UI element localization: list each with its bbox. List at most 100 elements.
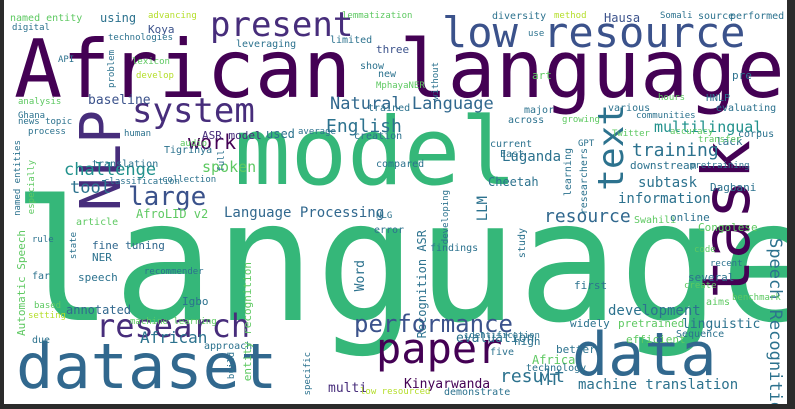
- word-researchers: researchers: [579, 148, 590, 215]
- word-technology: technology: [526, 363, 587, 374]
- word-due: due: [32, 335, 51, 346]
- word-data: data: [572, 320, 717, 390]
- word-speech: speech: [78, 271, 118, 284]
- word-especially: especially: [27, 160, 37, 215]
- word-dataset: dataset: [16, 330, 278, 403]
- word-full: full: [217, 150, 227, 172]
- word-news-topic: news topic: [18, 117, 73, 127]
- word-downstream: downstream: [630, 159, 697, 172]
- word-demonstrate: demonstrate: [444, 387, 511, 398]
- word-training: training: [632, 140, 719, 161]
- word-llm: LLM: [475, 196, 491, 222]
- word-development: development: [608, 303, 701, 319]
- word-machine-learning: machine learning: [130, 317, 217, 327]
- word-somali: Somali: [660, 11, 693, 21]
- word-tigrinya: Tigrinya: [164, 145, 213, 156]
- word-identification: identification: [464, 331, 540, 341]
- word-paper: paper: [376, 324, 503, 373]
- word-using: using: [100, 11, 137, 25]
- word-efficient: efficient: [626, 333, 686, 346]
- word-ghana: Ghana: [18, 111, 46, 121]
- word-create: create: [684, 281, 717, 291]
- word-natural-language: Natural Language: [330, 94, 494, 114]
- word-named-entities: named entities: [13, 140, 23, 216]
- word-hnlp: HNLP: [706, 93, 731, 104]
- word-widely: widely: [570, 317, 610, 330]
- word-use: use: [528, 29, 545, 39]
- word-ner: NER: [92, 251, 112, 264]
- word-automatic-speech: Automatic Speech: [15, 230, 28, 336]
- word-system: system: [132, 91, 255, 131]
- word-specific: specific: [303, 352, 313, 396]
- word-show: show: [360, 61, 385, 72]
- word-build: build: [227, 352, 237, 380]
- word-pretraining: pretraining: [690, 161, 750, 171]
- word-language: language: [12, 164, 787, 360]
- word-igbo: Igbo: [182, 295, 209, 308]
- word-word: Word: [353, 260, 368, 292]
- word-communities: communities: [636, 111, 696, 121]
- word-art: art: [532, 69, 552, 82]
- word-approach: approach: [204, 341, 253, 352]
- word-evaluating: evaluating: [716, 103, 777, 114]
- word-far: far: [32, 271, 51, 282]
- word-mphayaner: MphayaNER: [376, 81, 425, 91]
- word-twitter: Twitter: [612, 129, 650, 139]
- word-performance: performance: [354, 310, 513, 338]
- word-process: process: [28, 127, 66, 137]
- word-annotated: annotated: [66, 303, 132, 317]
- word-code: code: [694, 245, 716, 255]
- word-analysis: analysis: [18, 97, 62, 107]
- word-present: present: [210, 5, 354, 45]
- word-rule: rule: [32, 235, 54, 245]
- word-study: study: [517, 228, 528, 259]
- word-average: average: [298, 127, 336, 137]
- word-low-resourced: low resourced: [360, 387, 431, 397]
- word-three: three: [376, 43, 410, 56]
- word-growing: growing: [562, 115, 600, 125]
- word-corpus: corpus: [738, 129, 775, 140]
- word-lexicon: lexicon: [132, 57, 170, 67]
- word-dagbani: Dagbani: [710, 181, 757, 194]
- word-used: used: [266, 127, 295, 141]
- word-hours: hours: [658, 93, 686, 103]
- word-leveraging: leveraging: [236, 39, 297, 50]
- word-learning: learning: [563, 148, 574, 197]
- word-audio: audio: [180, 139, 208, 149]
- word-resource: resource: [544, 206, 631, 227]
- word-several: several: [688, 271, 735, 284]
- word-article: article: [76, 217, 119, 228]
- word-new: new: [378, 69, 397, 80]
- word-english: English: [326, 116, 402, 137]
- word-multilingual: multilingual: [654, 118, 763, 136]
- word-african-language: African language: [14, 23, 785, 116]
- word-sequence: Sequence: [676, 329, 725, 340]
- word-nlg: NLG: [376, 211, 393, 221]
- word-entity-recognition: entity recognition: [241, 262, 254, 382]
- word-spoken: spoken: [202, 158, 257, 176]
- word-east: East: [500, 149, 525, 160]
- word-low-resource: low resource: [442, 8, 746, 57]
- word-performed: performed: [730, 11, 785, 22]
- word-limited: limited: [330, 35, 373, 46]
- word-congolese: Congolese: [698, 221, 758, 234]
- word-cheetah: Cheetah: [488, 175, 539, 189]
- word-model: model: [234, 98, 517, 207]
- word-state: state: [69, 232, 79, 260]
- word-source: source: [698, 11, 735, 22]
- word-work: work: [188, 130, 237, 154]
- word-large: large: [128, 182, 207, 212]
- word-recent: recent: [710, 259, 743, 269]
- word-five: five: [490, 347, 515, 358]
- word-named-entity: named entity: [10, 13, 83, 24]
- word-challenge: challenge: [64, 160, 157, 180]
- word-online: online: [670, 211, 710, 224]
- word-api: API: [58, 55, 75, 65]
- word-fine-tuning: fine tuning: [92, 239, 165, 252]
- word-cloud: language model African language task dat…: [4, 0, 787, 404]
- word-creation: creation: [354, 131, 403, 142]
- word-without: without: [431, 62, 441, 100]
- word-africa: Africa: [532, 353, 576, 367]
- word-translation: translation: [92, 159, 159, 170]
